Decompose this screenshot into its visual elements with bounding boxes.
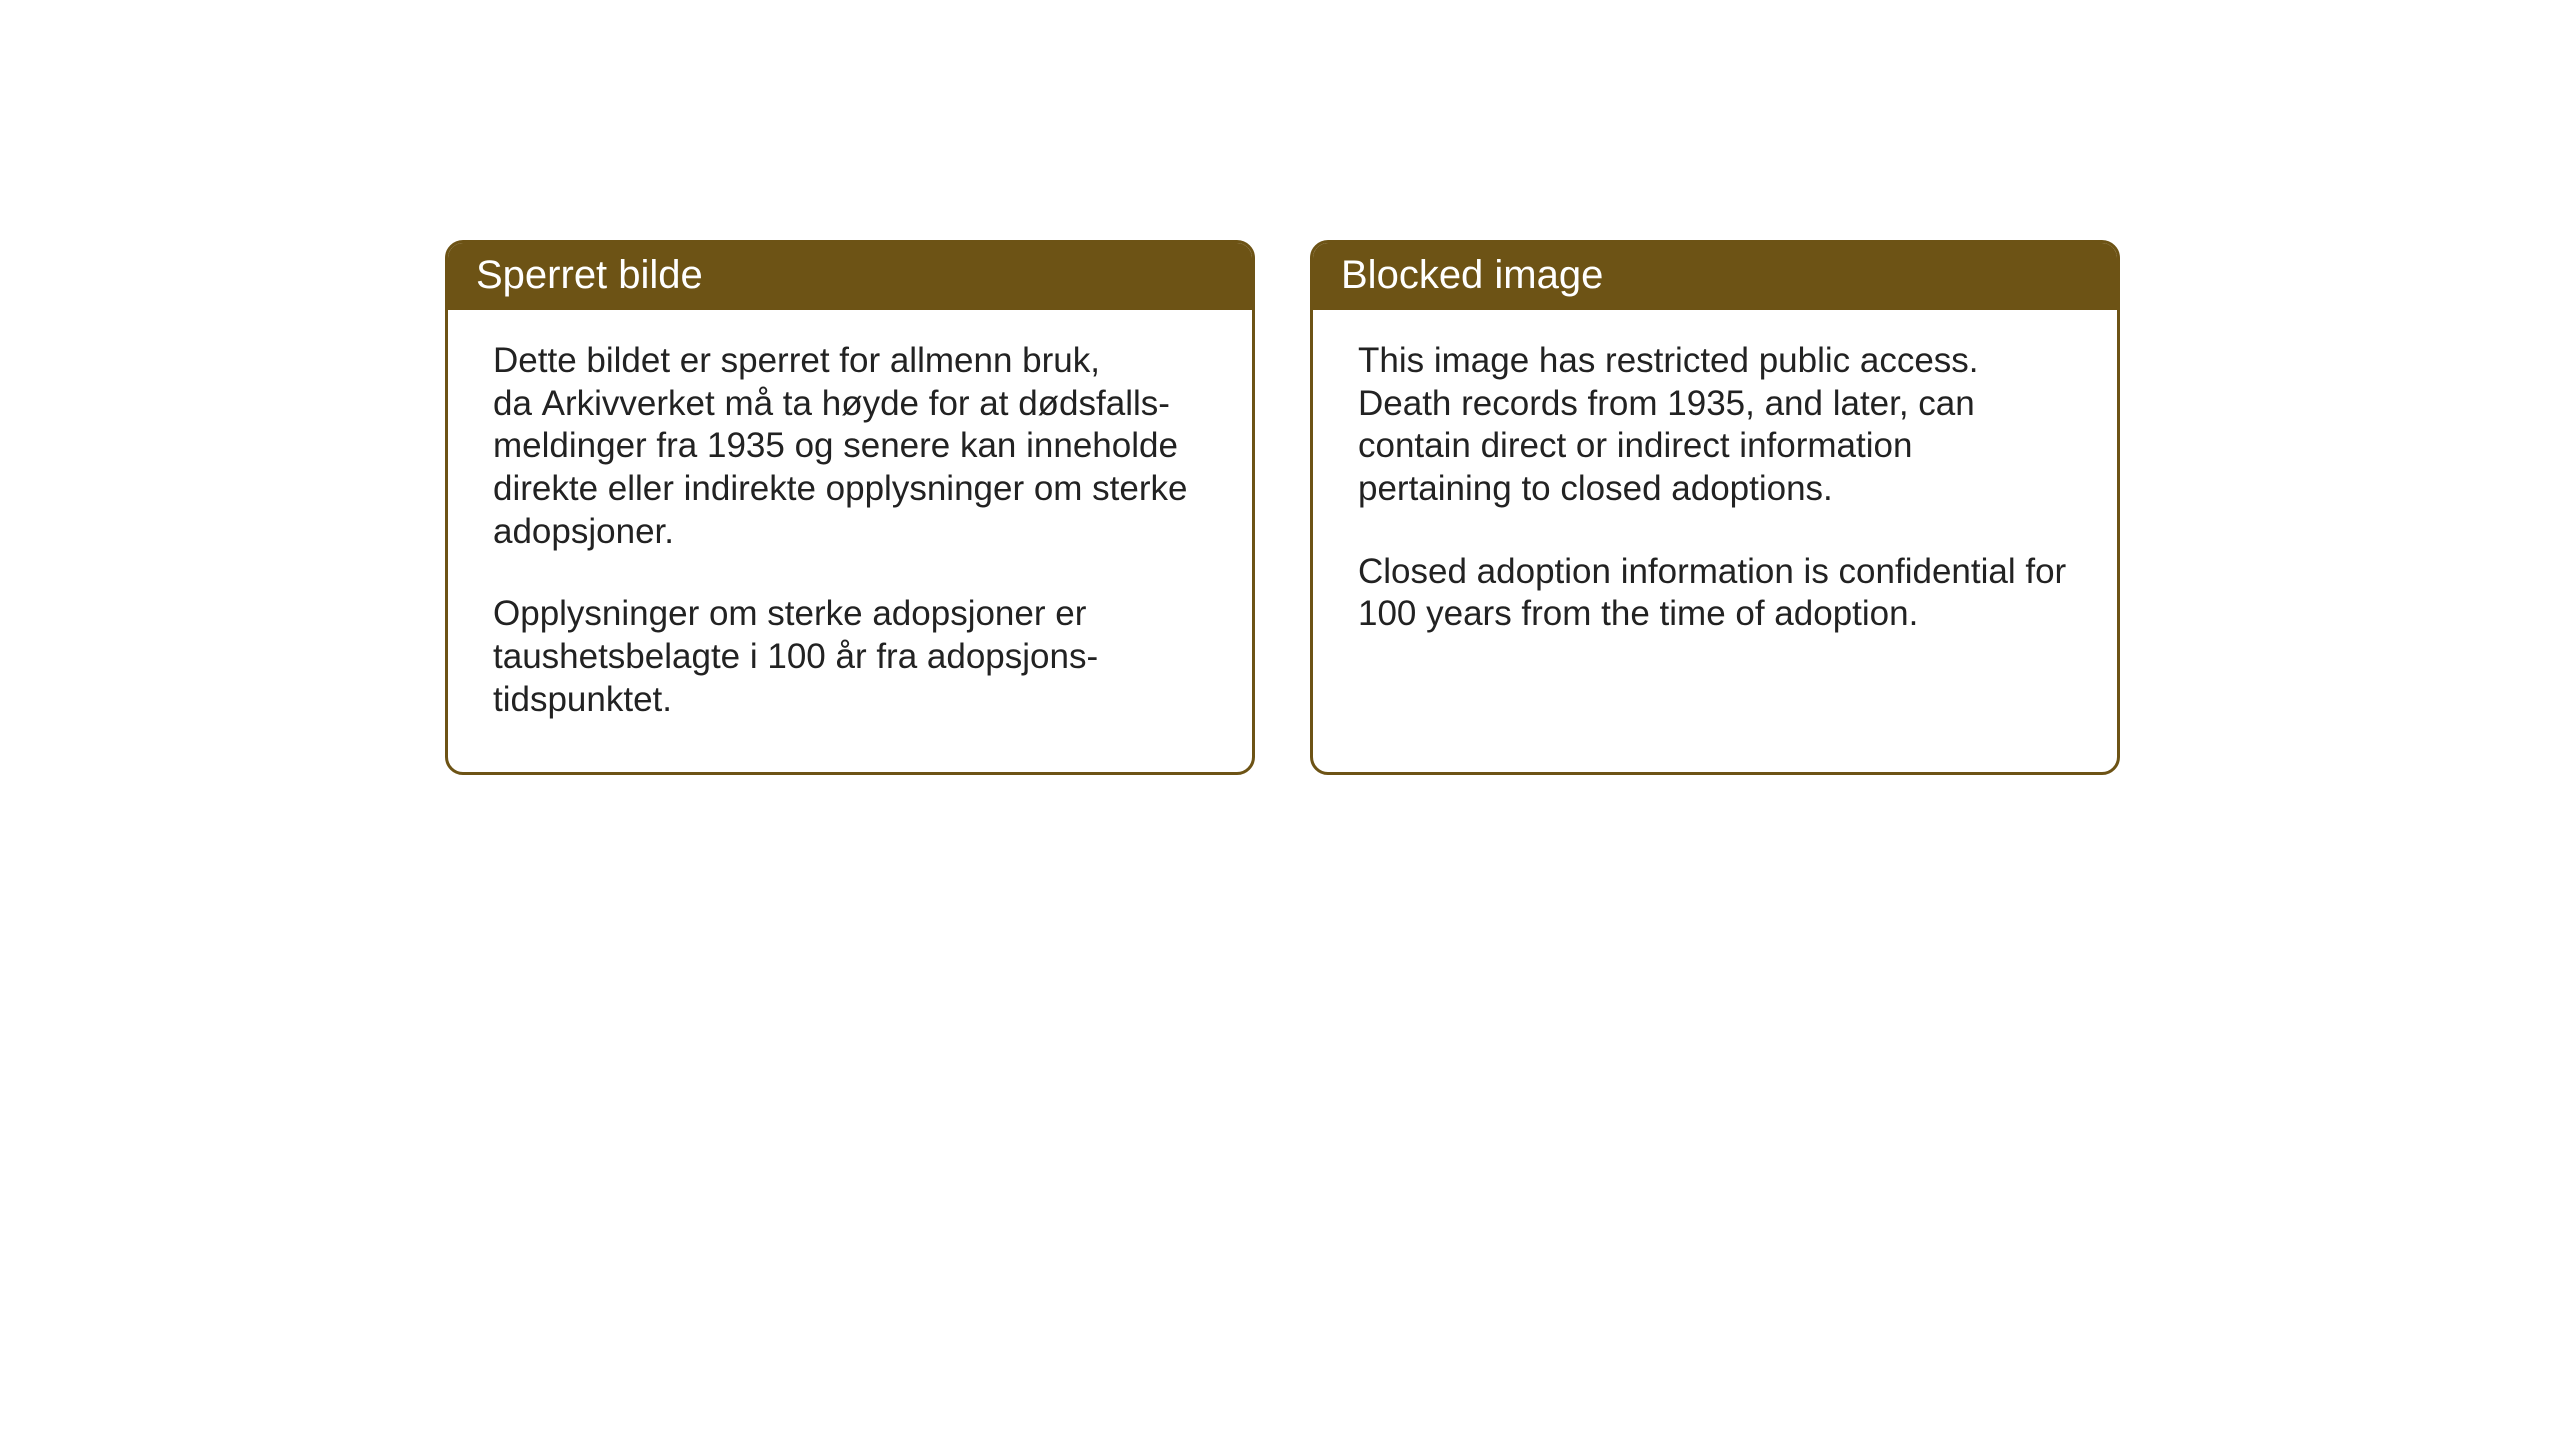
notice-card-norwegian: Sperret bilde Dette bildet er sperret fo… <box>445 240 1255 775</box>
notice-header-english: Blocked image <box>1313 243 2117 310</box>
notice-header-norwegian: Sperret bilde <box>448 243 1252 310</box>
notice-title-norwegian: Sperret bilde <box>476 253 703 297</box>
notice-body-norwegian: Dette bildet er sperret for allmenn bruk… <box>448 310 1252 772</box>
notice-paragraph-2-norwegian: Opplysninger om sterke adopsjoner er tau… <box>493 593 1207 721</box>
notice-paragraph-1-norwegian: Dette bildet er sperret for allmenn bruk… <box>493 340 1207 553</box>
notice-card-english: Blocked image This image has restricted … <box>1310 240 2120 775</box>
notice-paragraph-2-english: Closed adoption information is confident… <box>1358 551 2072 636</box>
notice-paragraph-1-english: This image has restricted public access.… <box>1358 340 2072 511</box>
notice-title-english: Blocked image <box>1341 253 1603 297</box>
notice-cards-container: Sperret bilde Dette bildet er sperret fo… <box>445 240 2120 775</box>
notice-body-english: This image has restricted public access.… <box>1313 310 2117 686</box>
